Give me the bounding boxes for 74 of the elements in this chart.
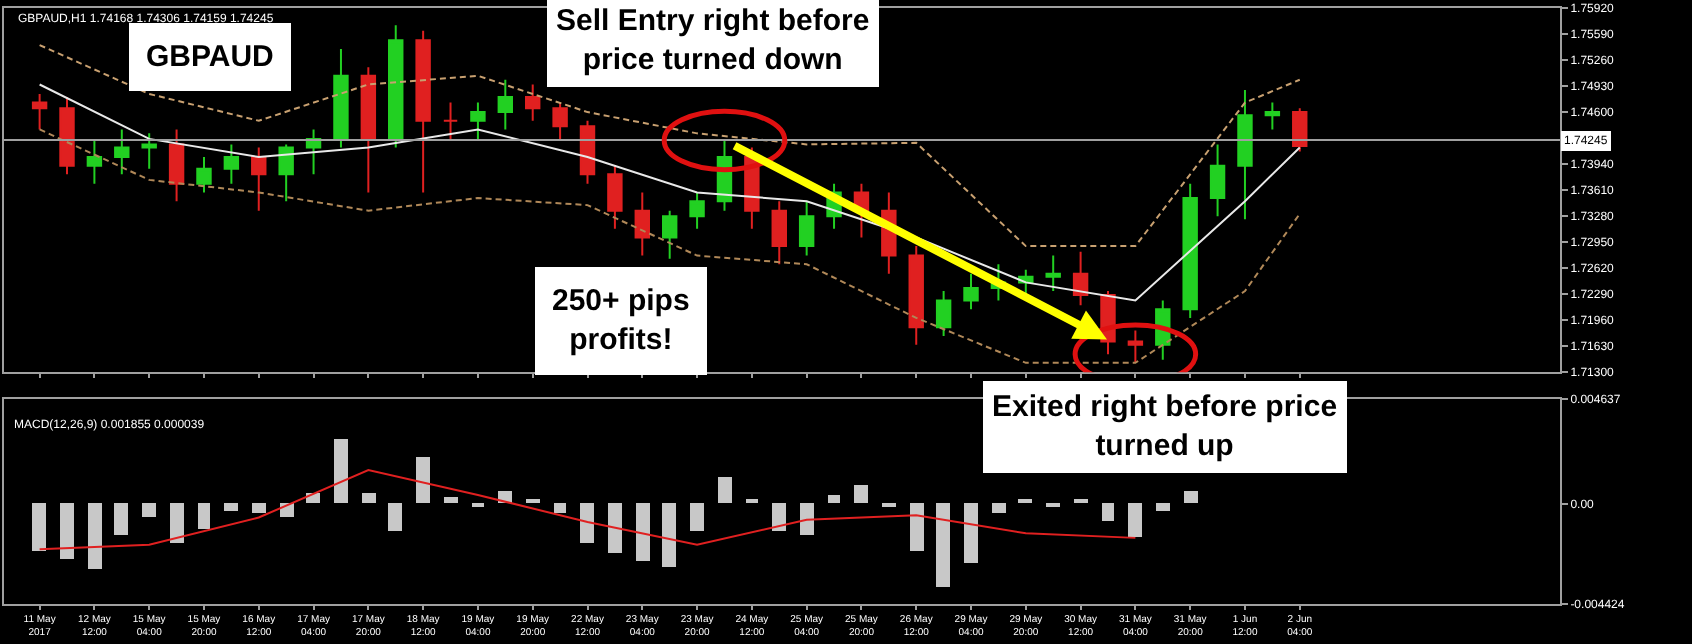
- bar: [252, 503, 266, 514]
- bar: [800, 503, 814, 536]
- candlestick: [223, 143, 240, 185]
- candlestick: [1045, 254, 1061, 293]
- candlestick: [470, 101, 486, 140]
- candlestick: [31, 92, 48, 131]
- bar: [690, 503, 704, 532]
- bar: [718, 477, 732, 504]
- bar: [114, 503, 128, 536]
- bar: [772, 503, 786, 532]
- candlestick: [360, 66, 377, 194]
- candlestick: [963, 272, 979, 311]
- bar: [662, 503, 676, 568]
- candlestick: [333, 48, 349, 149]
- annotation: 250+ pips profits!: [552, 284, 690, 357]
- bar: [198, 503, 210, 530]
- candlestick: [168, 128, 185, 203]
- annotation: Exited right before price turned up: [992, 390, 1338, 463]
- annotation: Sell Entry right before price turned down: [556, 4, 870, 77]
- bar: [334, 439, 348, 504]
- candlestick: [1292, 107, 1308, 153]
- bar: [964, 503, 978, 564]
- bar: [608, 503, 622, 554]
- candlestick: [552, 101, 568, 140]
- bar: [936, 503, 950, 588]
- bar: [580, 503, 594, 544]
- bar: [1128, 503, 1142, 538]
- candlestick: [1237, 89, 1253, 221]
- bar: [828, 495, 840, 504]
- candlestick: [661, 209, 678, 260]
- bar: [444, 497, 458, 504]
- bar: [1102, 503, 1114, 522]
- candlestick: [935, 290, 952, 337]
- bar: [88, 503, 102, 570]
- candlestick: [771, 200, 787, 266]
- candlestick: [278, 143, 294, 203]
- candlestick: [908, 245, 924, 346]
- bar: [636, 503, 650, 562]
- candlestick: [1072, 250, 1089, 307]
- bar: [992, 503, 1006, 514]
- candlestick: [86, 137, 103, 185]
- candlestick: [388, 24, 404, 149]
- bar: [170, 503, 184, 544]
- bar: [1184, 491, 1198, 504]
- candlestick: [59, 96, 75, 176]
- candlestick: [114, 128, 130, 176]
- candlestick: [1264, 101, 1281, 131]
- bar: [388, 503, 402, 532]
- candlestick: [497, 78, 514, 131]
- candlestick: [1182, 182, 1198, 319]
- candlestick: [798, 200, 815, 257]
- candlestick: [607, 164, 623, 230]
- bar: [416, 457, 430, 504]
- annotation: GBPAUD: [146, 40, 275, 74]
- bar: [142, 503, 156, 518]
- candlestick: [634, 191, 650, 257]
- bar: [362, 493, 376, 504]
- bar: [32, 503, 46, 552]
- candlestick: [1127, 329, 1144, 364]
- bar: [854, 485, 868, 504]
- candlestick: [415, 29, 431, 194]
- candlestick: [442, 101, 459, 140]
- bar: [224, 503, 238, 512]
- bar: [1156, 503, 1170, 512]
- candlestick: [196, 156, 212, 194]
- candlestick: [525, 83, 541, 122]
- candlestick: [251, 146, 267, 212]
- candlestick: [141, 132, 157, 170]
- bar: [554, 503, 566, 514]
- bar: [60, 503, 74, 560]
- candlestick: [689, 191, 705, 230]
- bar: [910, 503, 924, 552]
- candlestick: [1209, 143, 1226, 218]
- line-series: [38, 469, 1137, 551]
